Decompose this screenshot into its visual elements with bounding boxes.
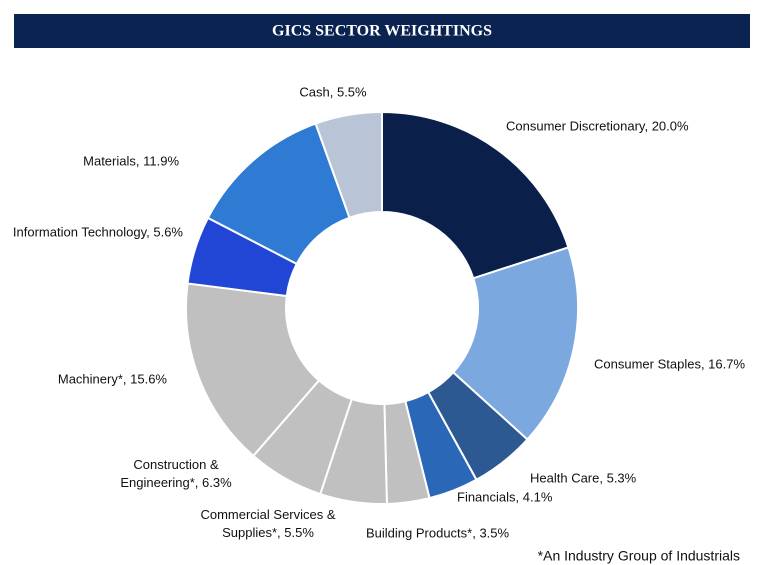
slice-label: Health Care, 5.3% xyxy=(530,470,637,485)
donut-slice xyxy=(381,110,570,280)
slice-label: Consumer Discretionary, 20.0% xyxy=(506,118,689,133)
slice-label: Cash, 5.5% xyxy=(299,84,367,99)
donut-slice xyxy=(314,110,383,219)
chart-title: GICS SECTOR WEIGHTINGS xyxy=(272,23,492,40)
slice-label: Information Technology, 5.6% xyxy=(13,224,184,239)
slice-label: Commercial Services & Supplies*, 5.5% xyxy=(200,507,335,540)
slice-label: Materials, 11.9% xyxy=(83,153,179,168)
slice-label: Construction & Engineering*, 6.3% xyxy=(120,457,232,490)
slice-label: Machinery*, 15.6% xyxy=(58,371,168,386)
header-bar xyxy=(14,14,750,48)
footnote: *An Industry Group of Industrials xyxy=(538,548,740,564)
donut-slice xyxy=(185,282,321,458)
slice-label: Building Products*, 3.5% xyxy=(366,525,510,540)
donut-slice xyxy=(451,246,579,441)
slice-label: Financials, 4.1% xyxy=(457,489,553,504)
slice-label: Consumer Staples, 16.7% xyxy=(594,356,745,371)
